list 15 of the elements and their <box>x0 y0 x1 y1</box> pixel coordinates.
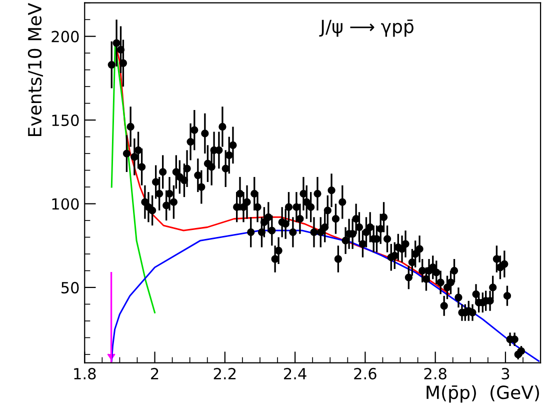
x-tick-label: 2.4 <box>284 368 306 380</box>
x-tick-label: 2.8 <box>424 368 446 380</box>
x-tick-label: 2.2 <box>214 368 236 380</box>
x-tick-label: 3 <box>502 368 510 380</box>
text: J/ψ ⟶ γpp̄ <box>319 20 414 37</box>
line-series <box>110 230 540 362</box>
y-tick-label: 150 <box>52 114 79 126</box>
y-tick-label: 100 <box>52 198 79 210</box>
x-tick-label: 1.8 <box>74 368 96 380</box>
y-tick-label: 200 <box>52 30 79 42</box>
x-tick-label: 2 <box>151 368 158 380</box>
x-axis-title: M(p̄p) (GeV) <box>426 385 539 403</box>
x-tick-label: 2.6 <box>354 368 376 380</box>
y-tick-label: 50 <box>62 282 79 294</box>
y-axis-title: Events/10 MeV <box>28 3 43 136</box>
